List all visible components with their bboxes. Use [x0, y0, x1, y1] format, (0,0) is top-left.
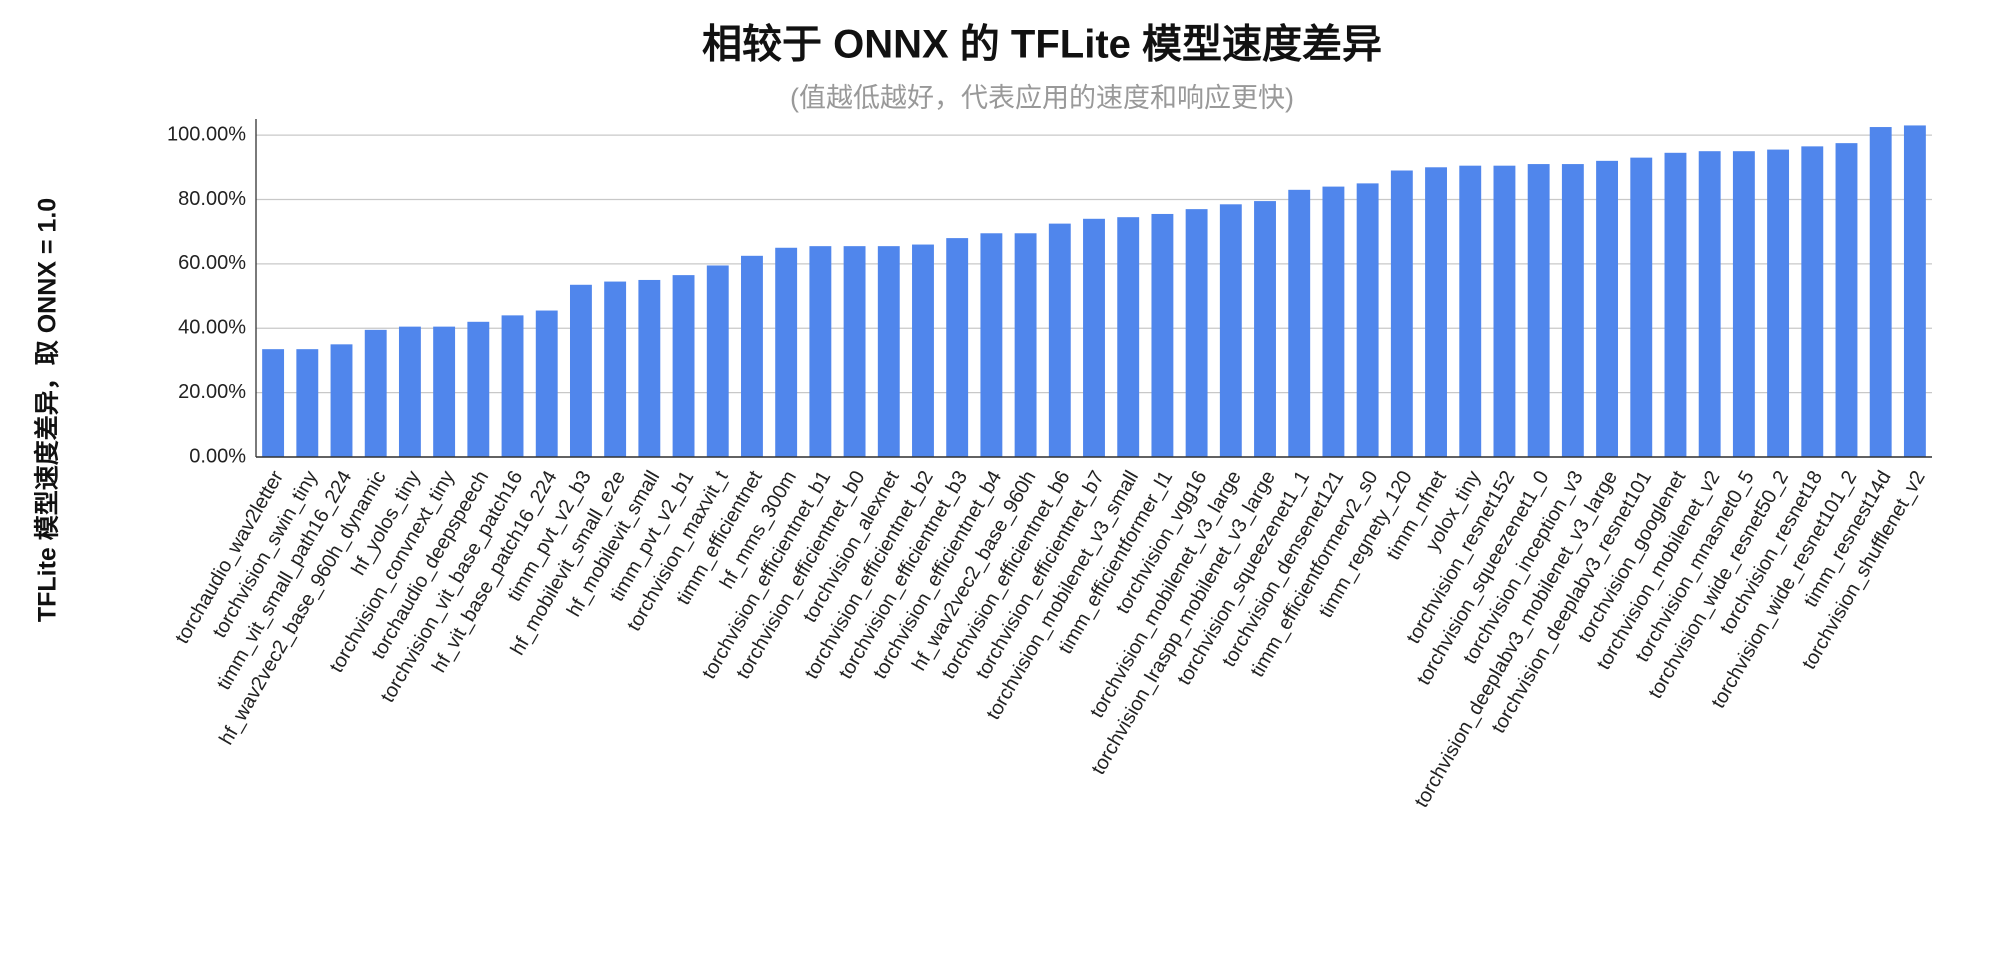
- bar: [1903, 125, 1926, 457]
- bar: [1083, 218, 1105, 457]
- bar: [1151, 213, 1174, 457]
- bar: [1630, 157, 1653, 457]
- bar: [433, 326, 456, 457]
- bar: [1219, 204, 1242, 457]
- bar: [1732, 151, 1755, 457]
- bar: [775, 247, 798, 457]
- bar: [569, 284, 592, 457]
- bar: [706, 265, 729, 457]
- bar: [364, 329, 387, 457]
- y-tick-label: 60.00%: [178, 252, 246, 274]
- chart-subtitle: (值越低越好，代表应用的速度和响应更快): [790, 83, 1294, 113]
- bar: [1767, 149, 1790, 458]
- bar: [1801, 146, 1824, 457]
- bar: [1835, 143, 1858, 457]
- bar: [501, 315, 524, 457]
- bar: [1493, 165, 1516, 457]
- bar: [1596, 160, 1619, 457]
- bar: [912, 244, 934, 457]
- bar: [1459, 165, 1482, 457]
- y-tick-label: 80.00%: [178, 188, 246, 210]
- bar: [1869, 127, 1892, 458]
- bar: [809, 246, 832, 457]
- bar: [1048, 223, 1071, 457]
- bar: [1425, 167, 1447, 458]
- bar: [1561, 164, 1584, 458]
- y-tick-label: 20.00%: [178, 381, 246, 403]
- bar: [330, 344, 353, 457]
- bar: [1185, 209, 1208, 457]
- bar: [1322, 186, 1345, 457]
- bar: [638, 279, 661, 457]
- bar: [1664, 152, 1687, 458]
- chart-title: 相较于 ONNX 的 TFLite 模型速度差异: [702, 23, 1382, 67]
- bar: [1356, 183, 1379, 457]
- bar: [1288, 189, 1311, 458]
- bar: [1698, 151, 1721, 457]
- bar: [877, 246, 900, 457]
- y-tick-label: 0.00%: [189, 445, 246, 467]
- bar: [741, 255, 763, 457]
- bar: [604, 281, 627, 457]
- bar: [262, 349, 285, 457]
- bar: [398, 326, 421, 457]
- bar: [946, 238, 969, 457]
- bar: [980, 233, 1003, 457]
- bar: [1117, 217, 1140, 457]
- y-tick-label: 100.00%: [167, 123, 246, 145]
- bar: [1254, 201, 1276, 457]
- bar: [1014, 233, 1037, 457]
- y-axis-label: TFLite 模型速度差异，取 ONNX = 1.0: [33, 198, 62, 622]
- bar: [467, 321, 490, 457]
- bar: [535, 310, 558, 457]
- bar: [296, 349, 319, 457]
- bar: [672, 275, 695, 457]
- y-tick-label: 40.00%: [178, 317, 246, 339]
- bar: [843, 246, 866, 457]
- bar: [1527, 164, 1550, 458]
- bar: [1390, 170, 1413, 457]
